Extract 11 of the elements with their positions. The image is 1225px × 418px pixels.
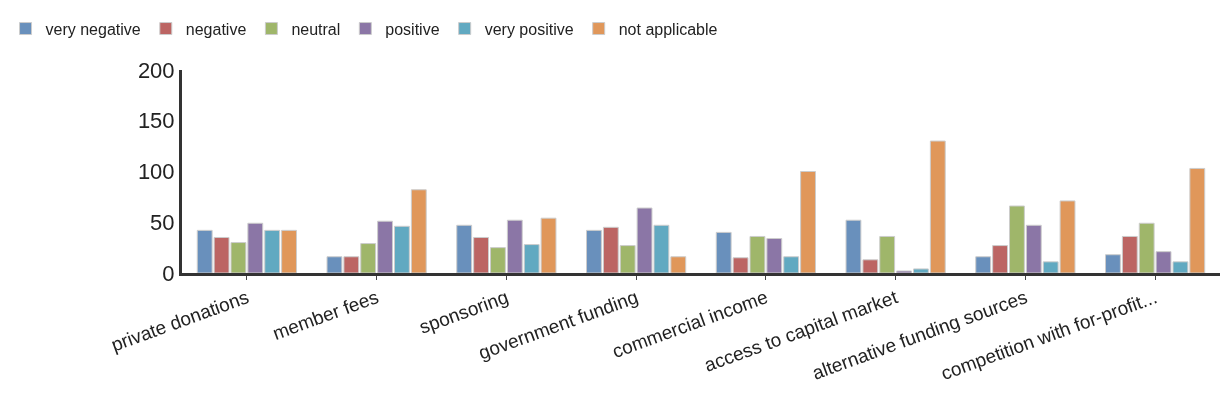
legend-label: positive xyxy=(385,20,440,38)
y-tick-label: 150 xyxy=(137,108,175,134)
y-tick-label: 0 xyxy=(162,260,175,286)
legend-label: very positive xyxy=(484,20,574,38)
legend-label: not applicable xyxy=(618,20,718,38)
legend-label: negative xyxy=(185,20,247,38)
legend-label: very negative xyxy=(45,20,141,38)
y-tick-label: 50 xyxy=(150,209,175,235)
y-tick-label: 100 xyxy=(137,159,175,185)
legend-label: neutral xyxy=(291,20,341,38)
y-tick-label: 200 xyxy=(137,57,175,83)
